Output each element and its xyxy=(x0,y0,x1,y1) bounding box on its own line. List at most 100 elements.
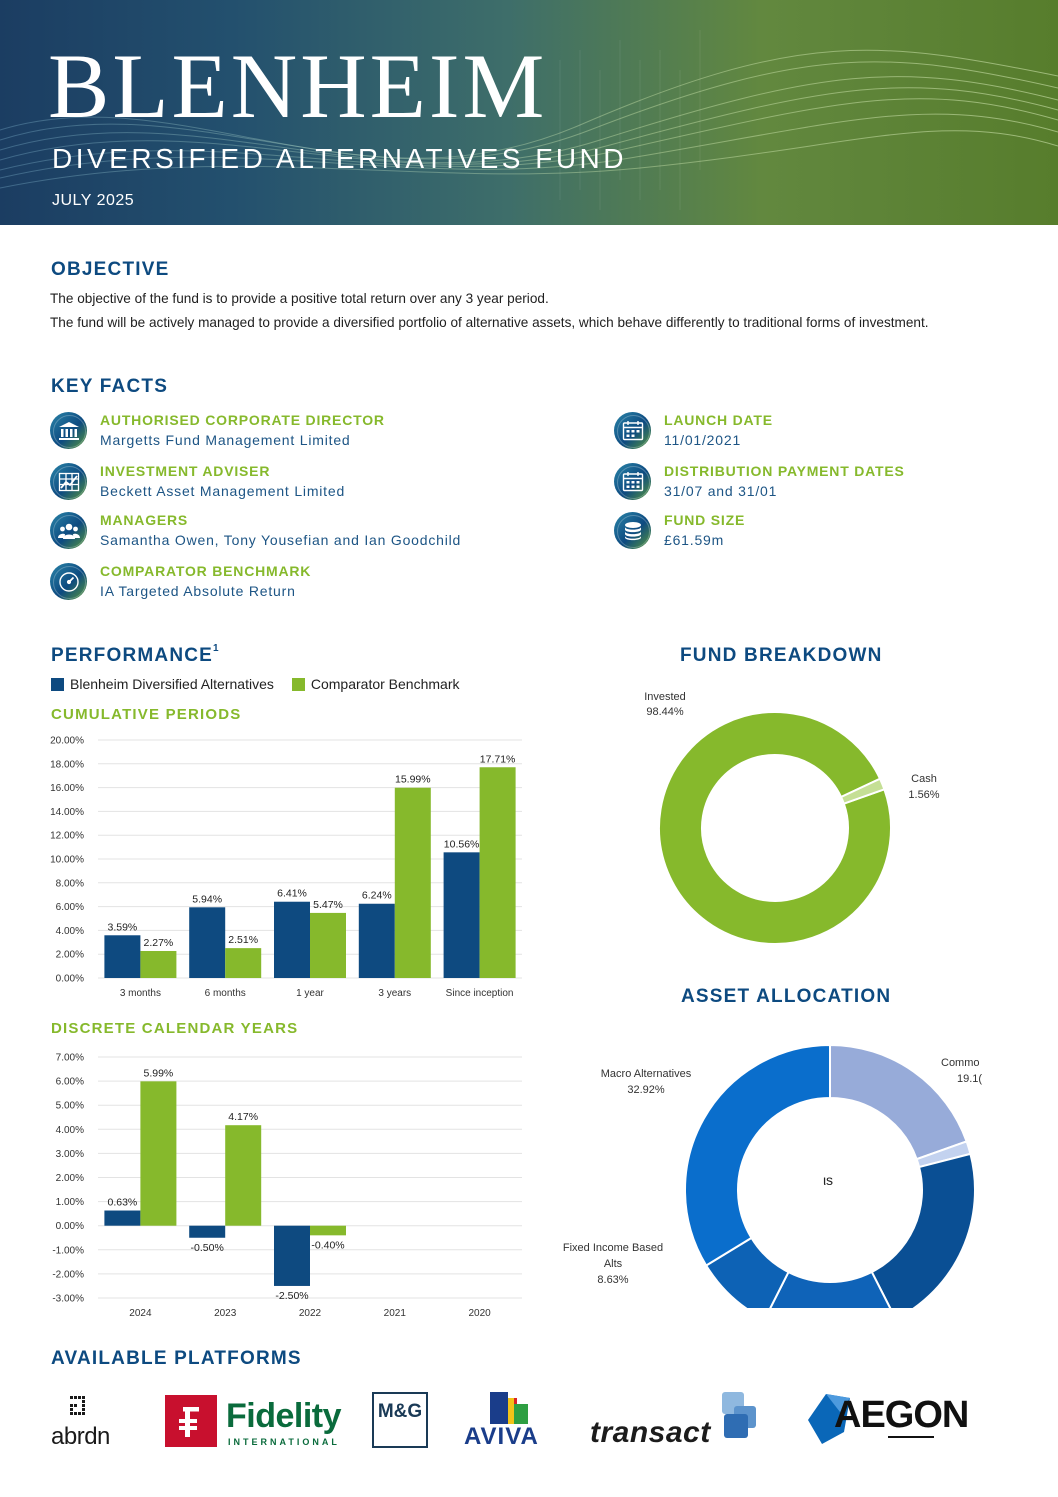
aviva-mark-icon xyxy=(490,1392,528,1424)
y-tick-label: 16.00% xyxy=(50,783,84,794)
fidelity-badge-icon xyxy=(165,1395,217,1447)
aviva-logo: AVIVA xyxy=(462,1392,554,1450)
performance-heading-text: PERFORMANCE xyxy=(51,645,214,666)
x-tick-label: 2022 xyxy=(299,1308,322,1319)
key-fact-value: IA Targeted Absolute Return xyxy=(100,583,296,599)
y-tick-label: 12.00% xyxy=(50,831,84,842)
bar-benchmark xyxy=(310,912,346,978)
donut-slice xyxy=(769,1270,892,1308)
legend-item-benchmark: Comparator Benchmark xyxy=(291,676,460,692)
bar-benchmark xyxy=(479,767,516,978)
donut-slice xyxy=(870,1152,976,1308)
slice-label: Macro Alternatives xyxy=(601,1068,692,1080)
aegon-wordmark: AEGON xyxy=(834,1394,969,1436)
asset-allocation-heading: ASSET ALLOCATION xyxy=(681,986,892,1007)
y-tick-label: 20.00% xyxy=(50,736,84,747)
x-tick-label: 2020 xyxy=(468,1308,491,1319)
slice-label: Invested xyxy=(644,691,686,703)
y-tick-label: 18.00% xyxy=(50,759,84,770)
header-banner: BLENHEIM DIVERSIFIED ALTERNATIVES FUND J… xyxy=(0,0,1058,225)
bar-fund xyxy=(274,901,310,978)
y-tick-label: 2.00% xyxy=(56,950,84,961)
slice-label: Fixed Income Based xyxy=(563,1242,663,1254)
bar-benchmark xyxy=(225,948,262,978)
fund-subtitle: DIVERSIFIED ALTERNATIVES FUND xyxy=(52,143,627,174)
bar-fund xyxy=(104,935,141,978)
key-fact-value: Margetts Fund Management Limited xyxy=(100,432,351,448)
bar-benchmark xyxy=(394,787,431,978)
slice-label: 19.1( xyxy=(957,1073,982,1085)
slice-label: 1.56% xyxy=(908,789,939,801)
cumulative-heading: CUMULATIVE PERIODS xyxy=(51,706,242,723)
legend-label-fund: Blenheim Diversified Alternatives xyxy=(70,676,274,692)
bar-benchmark xyxy=(140,950,177,978)
key-fact-label: DISTRIBUTION PAYMENT DATES xyxy=(664,463,905,479)
x-tick-label: 6 months xyxy=(205,988,246,999)
x-tick-label: 2024 xyxy=(129,1308,152,1319)
chart-grid-icon xyxy=(50,463,87,500)
key-fact-label: INVESTMENT ADVISER xyxy=(100,463,271,479)
fidelity-logo: Fidelity INTERNATIONAL xyxy=(165,1395,342,1449)
data-label: 5.94% xyxy=(192,893,222,905)
key-fact-value: 11/01/2021 xyxy=(664,432,742,448)
x-tick-label: 2021 xyxy=(384,1308,407,1319)
people-icon xyxy=(50,512,87,549)
performance-footnote-mark: 1 xyxy=(213,643,220,654)
y-tick-label: 8.00% xyxy=(56,878,84,889)
y-tick-label: 1.00% xyxy=(56,1197,84,1208)
cumulative-periods-chart: 0.00% 2.00% 4.00% 6.00% 8.00% 10.00% 12.00% 14.… xyxy=(50,736,522,999)
data-label: 6.24% xyxy=(362,890,392,902)
coins-icon xyxy=(614,512,651,549)
transact-wordmark: transact xyxy=(590,1416,711,1449)
key-fact-value: Beckett Asset Management Limited xyxy=(100,483,346,499)
abrdn-logo: abrdn xyxy=(50,1393,120,1450)
platforms-heading: AVAILABLE PLATFORMS xyxy=(51,1348,302,1369)
key-fact-value: £61.59m xyxy=(664,532,725,548)
key-fact-label: MANAGERS xyxy=(100,512,189,528)
bar-fund xyxy=(104,1210,141,1226)
key-fact-label: FUND SIZE xyxy=(664,512,746,528)
fund-breakdown-chart: Invested 98.44% Cash 1.56% xyxy=(644,691,940,945)
key-fact-value: 31/07 and 31/01 xyxy=(664,483,778,499)
aegon-underline xyxy=(888,1436,934,1438)
donut-slice xyxy=(839,777,886,805)
key-facts-heading: KEY FACTS xyxy=(51,376,169,397)
data-label: 0.63% xyxy=(108,1197,138,1209)
y-tick-label: 6.00% xyxy=(56,1077,84,1088)
donut-center-label: ιs xyxy=(823,1172,833,1188)
y-tick-label: -1.00% xyxy=(52,1245,84,1256)
y-tick-label: -2.00% xyxy=(52,1269,84,1280)
fidelity-subwordmark: INTERNATIONAL xyxy=(228,1437,340,1447)
objective-text-1: The objective of the fund is to provide … xyxy=(50,291,549,306)
aegon-cloud-icon xyxy=(808,1394,850,1444)
bar-fund xyxy=(358,903,395,978)
x-tick-label: Since inception xyxy=(446,988,514,999)
y-tick-label: 14.00% xyxy=(50,807,84,818)
performance-legend: Blenheim Diversified Alternatives Compar… xyxy=(51,676,460,692)
discrete-years-chart: -3.00% -2.00% -1.00% 0.00% 1.00% 2.00% 3.00% 4.… xyxy=(52,1053,522,1319)
performance-heading: PERFORMANCE1 xyxy=(51,643,220,667)
fund-title: BLENHEIM xyxy=(48,35,548,137)
asset-allocation-chart: Macro Alternatives 32.92% Commo 19.1(Fixed … xyxy=(563,1043,982,1308)
y-tick-label: 6.00% xyxy=(56,902,84,913)
key-fact-label: LAUNCH DATE xyxy=(664,412,773,428)
data-label: 5.99% xyxy=(144,1067,174,1079)
fidelity-wordmark: Fidelity xyxy=(226,1397,342,1435)
transact-logo: transact xyxy=(588,1392,768,1450)
key-fact-label: AUTHORISED CORPORATE DIRECTOR xyxy=(100,412,385,428)
y-tick-label: 3.00% xyxy=(56,1149,84,1160)
y-tick-label: 4.00% xyxy=(56,1125,84,1136)
calendar-icon xyxy=(614,463,651,500)
slice-label: 8.63% xyxy=(597,1274,628,1286)
data-label: -2.50% xyxy=(275,1290,308,1302)
data-label: 17.71% xyxy=(480,753,516,765)
abrdn-wordmark: abrdn xyxy=(51,1423,110,1450)
wave-background xyxy=(0,30,1058,210)
aviva-wordmark: AVIVA xyxy=(464,1423,539,1450)
abrdn-mark-icon xyxy=(70,1396,85,1415)
gauge-icon xyxy=(50,563,87,600)
data-label: 6.41% xyxy=(277,888,307,900)
y-tick-label: 5.00% xyxy=(56,1101,84,1112)
legend-item-fund: Blenheim Diversified Alternatives xyxy=(51,676,274,692)
x-tick-label: 3 months xyxy=(120,988,161,999)
